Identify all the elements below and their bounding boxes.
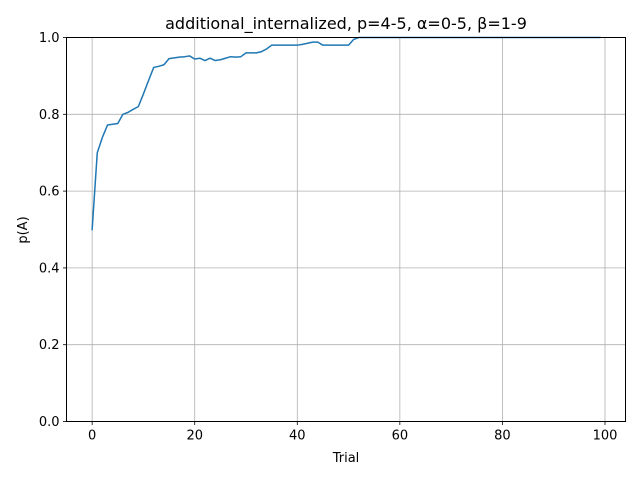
y-tick-label: 0.2: [39, 338, 60, 353]
y-tick-label: 0.0: [39, 415, 60, 430]
y-tick-label: 0.4: [39, 261, 60, 276]
x-tick-label: 20: [186, 429, 203, 444]
x-tick-label: 40: [289, 429, 306, 444]
x-tick-label: 0: [88, 429, 96, 444]
y-tick-label: 1.0: [39, 31, 60, 46]
y-tick-label: 0.6: [39, 185, 60, 200]
y-tick-label: 0.8: [39, 108, 60, 123]
y-axis-label: p(A): [16, 216, 31, 243]
chart-title: additional_internalized, p=4-5, α=0-5, β…: [165, 14, 527, 34]
x-tick-label: 100: [593, 429, 618, 444]
x-axis-label: Trial: [332, 451, 360, 466]
plot-frame: [66, 37, 626, 422]
x-tick-label: 80: [494, 429, 511, 444]
x-tick-label: 60: [392, 429, 409, 444]
ticks: 0 20 40 60 80 100 0.0 0.2 0.4 0.6 0.8 1.0: [39, 31, 618, 444]
